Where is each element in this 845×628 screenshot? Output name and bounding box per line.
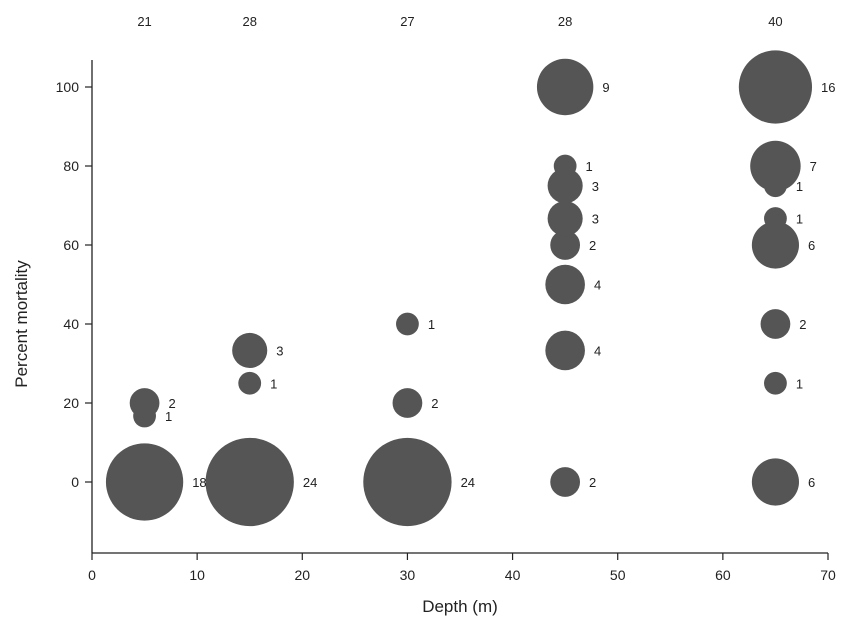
bubble [545,330,585,371]
bubble-count-label: 18 [192,475,206,490]
x-tick-label: 30 [400,567,416,583]
bubble [764,207,787,230]
bubble-count-label: 2 [589,475,596,490]
bubble-count-label: 1 [428,317,435,332]
bubble [550,230,581,260]
bubble [105,443,184,521]
group-total-label: 21 [137,14,151,29]
bubble [536,58,594,116]
bubble-count-label: 2 [431,396,438,411]
bubble-count-label: 6 [808,475,815,490]
x-ticks: 0 10 20 30 40 50 60 70 [88,553,836,583]
bubble-count-label: 4 [594,278,601,293]
bubble-count-label: 24 [461,475,475,490]
bubble-count-label: 3 [276,343,283,358]
group-totals: 21 28 27 28 40 [137,14,782,29]
bubble-count-label: 7 [810,159,817,174]
bubble-count-label: 4 [594,343,601,358]
bubble-count-label: 24 [303,475,317,490]
bubble [547,168,583,204]
bubbles [105,50,813,527]
bubble-count-label: 1 [796,376,803,391]
y-tick-label: 100 [56,79,80,95]
bubble-count-label: 1 [796,212,803,227]
group-total-label: 28 [558,14,572,29]
y-tick-label: 40 [63,316,79,332]
bubble [129,388,160,418]
y-tick-label: 0 [71,474,79,490]
axes [91,60,828,554]
bubble-count-label: 1 [586,159,593,174]
y-tick-label: 20 [63,395,79,411]
bubble [550,467,581,497]
y-axis-title: Percent mortality [12,260,31,388]
bubble [760,309,791,339]
x-tick-label: 50 [610,567,626,583]
bubble-count-label: 1 [165,409,172,424]
x-tick-label: 10 [189,567,205,583]
bubble [545,264,585,305]
group-total-label: 28 [242,14,256,29]
bubble-count-label: 16 [821,80,835,95]
x-tick-label: 60 [715,567,731,583]
bubble [392,388,423,418]
bubble-count-label: 3 [592,212,599,227]
bubble-count-label: 9 [602,80,609,95]
bubble-count-label: 3 [592,179,599,194]
bubble [205,437,294,527]
x-tick-label: 40 [505,567,521,583]
group-total-label: 40 [768,14,782,29]
bubble [750,140,801,192]
bubble [751,458,800,506]
bubble [547,200,583,237]
x-axis-title: Depth (m) [422,597,498,616]
bubble-count-label: 6 [808,238,815,253]
y-ticks: 0 20 40 60 80 100 [56,79,92,490]
x-tick-label: 70 [820,567,836,583]
bubble [238,371,262,395]
bubble-count-label: 1 [270,376,277,391]
group-total-label: 27 [400,14,414,29]
bubble [396,312,419,336]
bubble-count-label: 2 [589,238,596,253]
bubble-count-label: 1 [796,179,803,194]
x-tick-label: 20 [294,567,310,583]
bubble [738,50,813,124]
bubble [764,371,787,395]
x-tick-label: 0 [88,567,96,583]
bubble [751,221,800,269]
bubble [363,437,452,527]
bubble-count-label: 2 [168,396,175,411]
bubble-count-label: 2 [799,317,806,332]
bubble [553,154,577,178]
y-tick-label: 60 [63,237,79,253]
y-tick-label: 80 [63,158,79,174]
bubble [232,332,268,369]
